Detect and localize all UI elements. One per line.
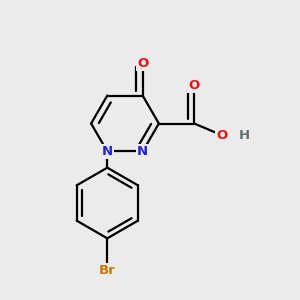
Text: O: O [188,79,200,92]
Text: Br: Br [99,264,116,277]
Text: N: N [102,145,113,158]
Text: H: H [239,129,250,142]
Text: O: O [137,57,148,70]
Text: O: O [217,129,228,142]
Text: N: N [137,145,148,158]
